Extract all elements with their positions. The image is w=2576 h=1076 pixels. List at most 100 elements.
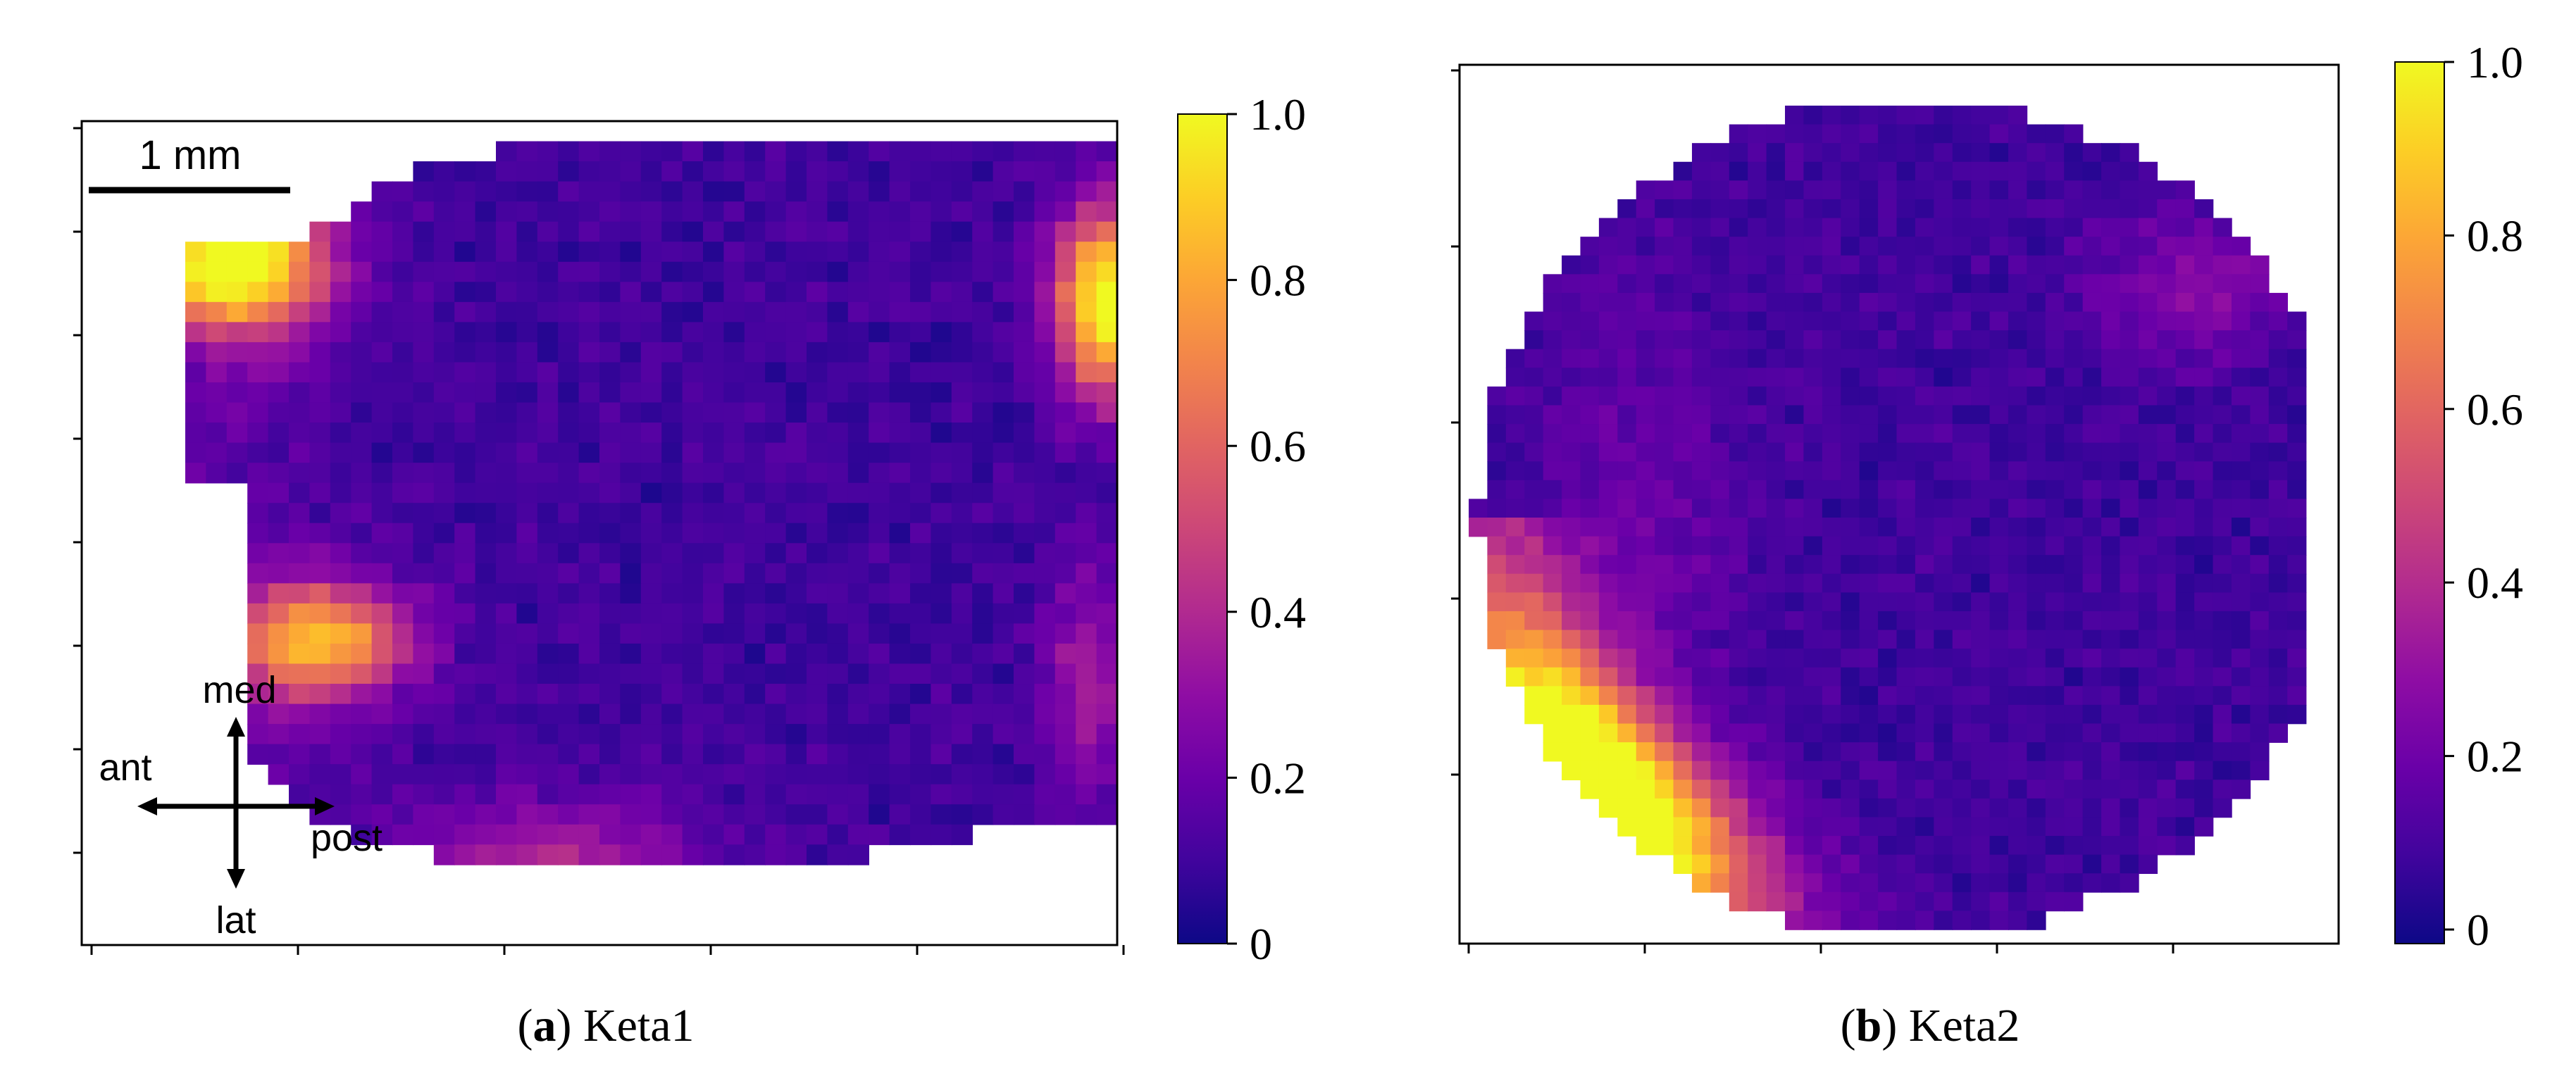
heatmap-a-cell (1034, 362, 1056, 383)
heatmap-b-cell (1598, 349, 1619, 369)
heatmap-b-cell (2231, 667, 2251, 687)
heatmap-b-cell (2175, 836, 2195, 856)
heatmap-b-cell (2138, 274, 2158, 294)
heatmap-b-cell (2157, 742, 2177, 762)
heatmap-a-cell (661, 583, 683, 604)
heatmap-b-cell (2027, 911, 2046, 930)
heatmap-b-cell (1766, 499, 1786, 518)
heatmap-a-cell (869, 724, 890, 745)
heatmap-a-cell (330, 684, 351, 705)
heatmap-a-cell (1054, 523, 1076, 544)
heatmap-b-cell (1748, 704, 1767, 725)
heatmap-b-cell (1915, 649, 1935, 668)
heatmap-a-cell (1054, 703, 1076, 725)
heatmap-b-cell (1803, 237, 1823, 256)
heatmap-b-cell (1822, 611, 1842, 631)
heatmap-b-cell (2175, 480, 2195, 500)
heatmap-a-cell (537, 804, 559, 825)
heatmap-a-cell (827, 141, 849, 162)
heatmap-a-cell (537, 543, 559, 564)
heatmap-b-cell (2250, 704, 2270, 725)
heatmap-b-cell (1915, 480, 1935, 500)
heatmap-a-cell (1014, 563, 1035, 584)
heatmap-a-cell (599, 623, 621, 644)
heatmap-a-cell (744, 301, 766, 323)
heatmap-b-cell (1822, 442, 1842, 463)
heatmap-b-cell (1691, 686, 1712, 706)
heatmap-a-cell (807, 362, 828, 383)
heatmap-b-cell (2287, 499, 2307, 518)
heatmap-a-cell (847, 261, 869, 283)
heatmap-b-cell (1859, 199, 1879, 219)
heatmap-a-cell (640, 824, 662, 846)
heatmap-a-cell (558, 523, 580, 544)
heatmap-b-cell (2120, 817, 2139, 837)
heatmap-b-cell (1841, 237, 1860, 256)
heatmap-b-cell (1822, 424, 1842, 444)
heatmap-a-cell (765, 663, 787, 684)
heatmap-b-cell (1859, 368, 1879, 387)
heatmap-b-cell (1598, 761, 1619, 781)
heatmap-a-cell (744, 141, 766, 162)
heatmap-a-cell (807, 804, 828, 825)
heatmap-b-cell (2231, 742, 2251, 762)
heatmap-a-cell (807, 342, 828, 363)
heatmap-a-cell (931, 744, 952, 765)
heatmap-b-cell (1691, 386, 1712, 406)
heatmap-a-cell (972, 703, 994, 725)
heatmap-b-cell (2082, 518, 2102, 537)
heatmap-b-cell (2064, 518, 2084, 537)
heatmap-b-cell (1803, 274, 1823, 294)
heatmap-a-cell (309, 663, 331, 684)
heatmap-a-cell (993, 663, 1014, 684)
heatmap-a-cell (827, 523, 849, 544)
heatmap-b-cell (1691, 780, 1712, 799)
heatmap-a-cell (869, 282, 890, 303)
heatmap-b-cell (2120, 311, 2139, 331)
heatmap-b-cell (1989, 292, 2009, 313)
heatmap-b-cell (1580, 686, 1600, 706)
heatmap-b-cell (1952, 911, 1972, 930)
heatmap-a-cell (351, 261, 373, 283)
heatmap-a-cell (869, 764, 890, 785)
heatmap-b-cell (1748, 892, 1767, 912)
heatmap-a-cell (785, 342, 807, 363)
heatmap-b-cell (1562, 630, 1581, 649)
heatmap-a-cell (723, 543, 745, 564)
heatmap-a-cell (413, 703, 435, 725)
heatmap-a-cell (765, 703, 787, 725)
heatmap-a-cell (537, 382, 559, 404)
heatmap-a-cell (516, 322, 538, 343)
heatmap-a-cell (475, 724, 497, 745)
heatmap-a-cell (640, 482, 662, 503)
heatmap-b-cell (1803, 499, 1823, 518)
heatmap-b-cell (2082, 161, 2102, 182)
heatmap-b-cell (1859, 311, 1879, 331)
heatmap-b-cell (2287, 311, 2307, 331)
heatmap-a-cell (433, 663, 455, 684)
heatmap-b-cell (1598, 405, 1619, 425)
heatmap-b-cell (2213, 274, 2232, 294)
heatmap-a-cell (516, 804, 538, 825)
heatmap-b-cell (2175, 292, 2195, 313)
heatmap-a-cell (620, 322, 642, 343)
heatmap-b-cell (1543, 368, 1562, 387)
heatmap-b-cell (1710, 461, 1730, 481)
heatmap-b-cell (1822, 873, 1842, 893)
heatmap-a-cell (537, 201, 559, 223)
heatmap-b-cell (1915, 817, 1935, 837)
heatmap-a-cell (785, 804, 807, 825)
heatmap-b-cell (1562, 555, 1581, 575)
heatmap-a-cell (599, 804, 621, 825)
heatmap-a-cell (392, 603, 414, 625)
heatmap-b-cell (1989, 386, 2009, 406)
heatmap-b-cell (2008, 555, 2028, 575)
heatmap-b-cell (1915, 368, 1935, 387)
heatmap-a-cell (330, 382, 351, 404)
heatmap-b-cell (1636, 836, 1655, 856)
heatmap-b-cell (1748, 218, 1767, 237)
heatmap-a-cell (765, 784, 787, 806)
heatmap-a-cell (558, 663, 580, 684)
heatmap-b-cell (1859, 386, 1879, 406)
heatmap-a-cell (309, 221, 331, 243)
